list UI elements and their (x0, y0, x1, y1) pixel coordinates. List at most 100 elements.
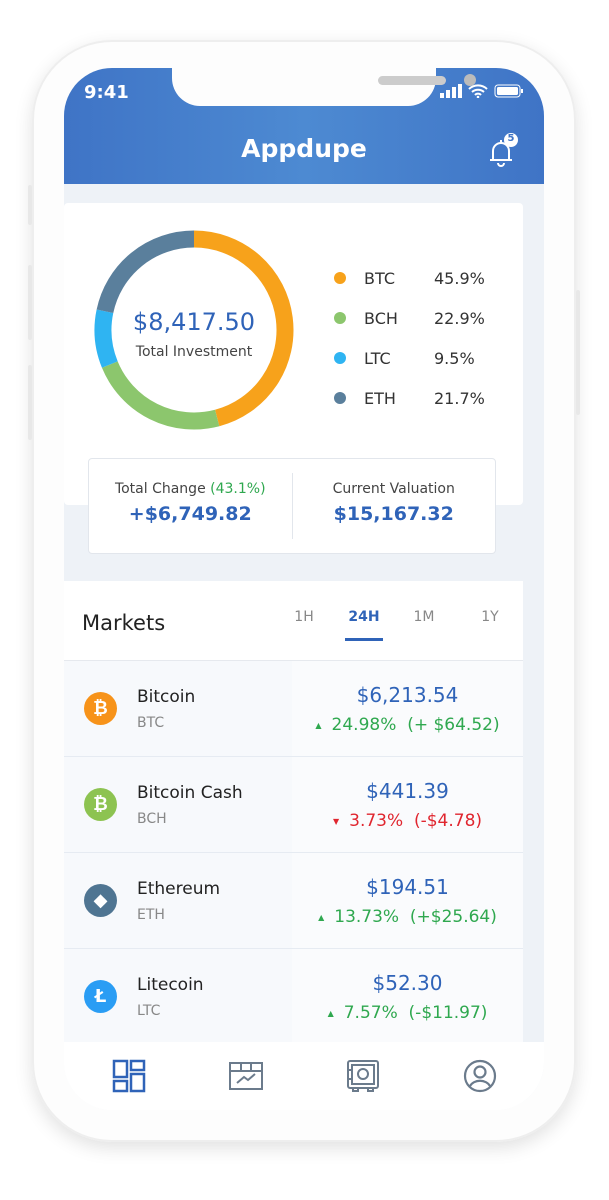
legend-dot (334, 272, 346, 284)
market-row[interactable]: ₿ Bitcoin Cash BCH $441.39 ▼ 3.73% (-$4.78) (64, 757, 523, 853)
coin-price-info: $194.51 ▲ 13.73% (+$25.64) (292, 853, 523, 948)
legend-dot (334, 312, 346, 324)
legend-dot (334, 352, 346, 364)
total-investment-amount: $8,417.50 (132, 308, 256, 336)
coin-change-percent: 24.98% (331, 715, 397, 735)
legend-dot (334, 392, 346, 404)
donut-segment-eth (96, 230, 195, 314)
chart-icon[interactable] (228, 1061, 263, 1091)
legend-item: BCH 22.9% (334, 298, 485, 338)
coin-change-percent: 7.57% (343, 1003, 398, 1023)
current-valuation: Current Valuation $15,167.32 (291, 473, 496, 539)
coin-price: $441.39 (366, 779, 449, 803)
total-change-percent: (43.1%) (210, 481, 266, 497)
notifications-button[interactable]: 5 (486, 132, 520, 172)
donut-segment-bch (101, 361, 220, 430)
legend-percent: 9.5% (434, 348, 475, 368)
bottom-tab-bar (64, 1042, 544, 1110)
legend-symbol: ETH (364, 388, 396, 408)
legend-symbol: LTC (364, 348, 391, 368)
total-investment-label: Total Investment (135, 344, 253, 360)
tab-1y[interactable]: 1Y (481, 609, 499, 625)
coin-info: Ł Litecoin LTC (64, 949, 292, 1044)
status-icons (440, 84, 524, 98)
summary-box: Total Change (43.1%) +$6,749.82 Current … (88, 458, 496, 554)
dashboard-icon[interactable] (112, 1059, 146, 1093)
allocation-donut (94, 230, 294, 430)
arrow-down-icon: ▼ (332, 816, 340, 826)
profile-icon[interactable] (463, 1059, 497, 1093)
coin-change-value: (+$25.64) (409, 907, 497, 927)
coin-symbol: LTC (137, 1002, 161, 1019)
camera (464, 74, 476, 86)
coin-name: Litecoin (137, 974, 204, 995)
battery-icon (494, 84, 523, 98)
markets-card: Markets 1H 24H 1M 1Y ₿ Bitcoin BTC $6,213.… (64, 581, 523, 1110)
total-change-label: Total Change (114, 481, 206, 497)
allocation-legend: BTC 45.9% BCH 22.9% LTC 9.5% ETH 21.7% (334, 258, 485, 418)
donut-segment-ltc (94, 309, 118, 368)
market-row[interactable]: ₿ Bitcoin BTC $6,213.54 ▲ 24.98% (+ $64.52) (64, 661, 523, 757)
tab-1m[interactable]: 1M (413, 609, 435, 625)
coin-icon: Ł (84, 980, 117, 1013)
legend-symbol: BCH (364, 308, 398, 328)
phone-button (28, 365, 32, 440)
legend-item: BTC 45.9% (334, 258, 485, 298)
status-time: 9:41 (84, 82, 129, 103)
wifi-icon (468, 84, 488, 98)
total-change: Total Change (43.1%) +$6,749.82 (89, 459, 292, 553)
phone-button (28, 185, 32, 225)
tab-24h[interactable]: 24H (345, 609, 383, 641)
coin-price: $52.30 (372, 971, 443, 995)
coin-name: Bitcoin Cash (137, 782, 243, 803)
coin-price-info: $6,213.54 ▲ 24.98% (+ $64.52) (292, 661, 523, 756)
coin-symbol: ETH (137, 906, 165, 923)
coin-price-info: $441.39 ▼ 3.73% (-$4.78) (292, 757, 523, 852)
legend-item: LTC 9.5% (334, 338, 485, 378)
bell-icon (490, 133, 518, 167)
legend-percent: 21.7% (434, 388, 485, 408)
signal-icon (440, 84, 462, 98)
coin-price: $194.51 (366, 875, 449, 899)
coin-change-percent: 3.73% (349, 811, 404, 831)
coin-icon: ₿ (84, 788, 117, 821)
coin-change-value: (-$4.78) (413, 811, 483, 831)
notch (172, 68, 476, 106)
legend-percent: 45.9% (434, 268, 485, 288)
legend-symbol: BTC (364, 268, 395, 288)
valuation-label: Current Valuation (332, 481, 455, 497)
coin-change-percent: 13.73% (334, 907, 400, 927)
arrow-up-icon: ▲ (318, 912, 325, 922)
valuation-value: $15,167.32 (333, 503, 454, 525)
legend-percent: 22.9% (434, 308, 485, 328)
donut-segment-btc (193, 230, 294, 427)
coin-symbol: BCH (137, 810, 167, 827)
market-row[interactable]: Ł Litecoin LTC $52.30 ▲ 7.57% (-$11.97) (64, 949, 523, 1045)
tab-1h[interactable]: 1H (294, 609, 314, 625)
timeframe-tabs: 1H 24H 1M 1Y (271, 609, 523, 641)
coin-icon: ◆ (84, 884, 117, 917)
coin-price: $6,213.54 (356, 683, 459, 707)
coin-name: Ethereum (137, 878, 221, 899)
legend-item: ETH 21.7% (334, 378, 485, 418)
phone-button (28, 265, 32, 340)
coin-change-value: (-$11.97) (408, 1003, 488, 1023)
coin-info: ₿ Bitcoin Cash BCH (64, 757, 292, 852)
markets-title: Markets (82, 611, 166, 635)
vault-icon[interactable] (346, 1059, 380, 1093)
phone-button (576, 290, 580, 415)
coin-change-value: (+ $64.52) (407, 715, 500, 735)
coin-info: ₿ Bitcoin BTC (64, 661, 292, 756)
speaker (378, 76, 446, 85)
coin-price-info: $52.30 ▲ 7.57% (-$11.97) (292, 949, 523, 1044)
app-screen: 9:41 Appdupe 5 $8,417.50 Total Investmen… (64, 68, 544, 1110)
coin-info: ◆ Ethereum ETH (64, 853, 292, 948)
coin-icon: ₿ (84, 692, 117, 725)
arrow-up-icon: ▲ (315, 720, 322, 730)
market-row[interactable]: ◆ Ethereum ETH $194.51 ▲ 13.73% (+$25.64) (64, 853, 523, 949)
coin-symbol: BTC (137, 714, 165, 731)
coin-name: Bitcoin (137, 686, 196, 707)
app-title: Appdupe (241, 134, 367, 163)
markets-header: Markets 1H 24H 1M 1Y (64, 581, 523, 661)
arrow-up-icon: ▲ (327, 1008, 334, 1018)
